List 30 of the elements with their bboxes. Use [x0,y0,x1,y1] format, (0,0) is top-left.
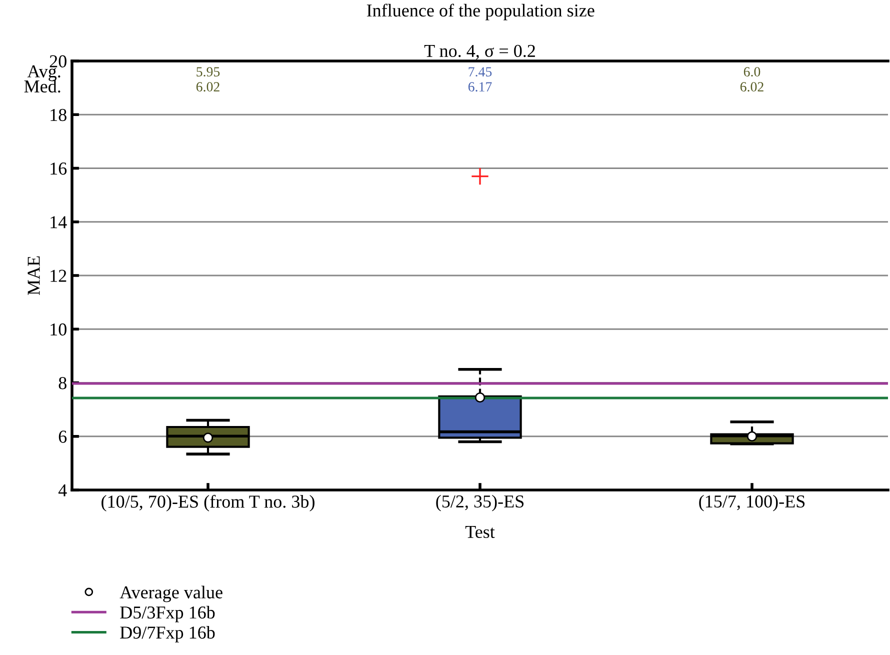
annotation: 6.17 [468,82,492,92]
annotation: 7.45 [468,67,492,77]
y-tick-label: 12 [50,270,66,282]
x-tick-label: (5/2, 35)-ES [436,494,524,512]
y-tick-label: 6 [58,430,67,443]
point [746,431,758,442]
annotation: 6.02 [196,82,220,92]
x-tick-label: (10/5, 70)-ES (from T no. 3b) [102,494,314,512]
y-tick-label: 4 [58,484,67,496]
chart-title: Influence of the population size [366,4,594,20]
point [474,392,486,403]
y-axis-title: MAE [28,256,40,296]
x-tick-label: (15/7, 100)-ES [699,494,805,512]
point [202,432,214,443]
annotation: 6.02 [740,82,764,92]
annotation: 5.95 [196,67,220,77]
y-tick-label: 8 [58,377,66,390]
legend-label: D9/7Fxp 16b [120,626,215,642]
y-tick-label: 14 [50,216,67,228]
y-tick-label: 20 [50,55,66,68]
text: Avg. [27,65,60,82]
text: Med. [24,80,60,93]
y-tick-label: 10 [50,323,66,336]
annotation: 6.0 [744,67,760,77]
chart-subtitle: T no. 4, σ = 0.2 [424,44,535,60]
y-tick-label: 18 [50,108,66,122]
y-tick-label: 16 [50,162,67,175]
x-axis-title: Test [465,526,495,538]
legend-label: D5/3Fxp 16b [120,606,215,622]
legend-label: Average value [120,586,222,602]
